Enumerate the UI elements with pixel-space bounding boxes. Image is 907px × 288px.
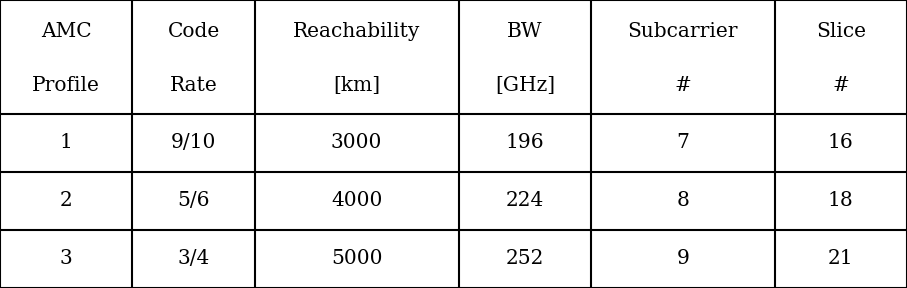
Text: #: # — [675, 76, 691, 95]
Text: Subcarrier: Subcarrier — [628, 22, 738, 41]
Text: Profile: Profile — [33, 76, 100, 95]
Text: 18: 18 — [828, 192, 853, 210]
Text: #: # — [833, 76, 849, 95]
Text: 7: 7 — [677, 133, 689, 152]
Text: 196: 196 — [505, 133, 544, 152]
Text: 252: 252 — [505, 249, 544, 268]
Text: 1: 1 — [60, 133, 73, 152]
Text: 4000: 4000 — [331, 192, 383, 210]
Text: 3/4: 3/4 — [178, 249, 210, 268]
Text: Reachability: Reachability — [293, 22, 420, 41]
Text: 2: 2 — [60, 192, 73, 210]
Text: [km]: [km] — [333, 76, 380, 95]
Text: 224: 224 — [506, 192, 544, 210]
Text: Rate: Rate — [170, 76, 218, 95]
Text: 8: 8 — [677, 192, 689, 210]
Text: Slice: Slice — [815, 22, 866, 41]
Text: 9/10: 9/10 — [171, 133, 216, 152]
Text: 9: 9 — [677, 249, 689, 268]
Text: 21: 21 — [828, 249, 853, 268]
Text: 5000: 5000 — [331, 249, 383, 268]
Text: 16: 16 — [828, 133, 853, 152]
Text: AMC: AMC — [41, 22, 92, 41]
Text: 3: 3 — [60, 249, 73, 268]
Text: 3000: 3000 — [331, 133, 383, 152]
Text: [GHz]: [GHz] — [495, 76, 555, 95]
Text: 5/6: 5/6 — [178, 192, 210, 210]
Text: BW: BW — [507, 22, 542, 41]
Text: Code: Code — [168, 22, 219, 41]
